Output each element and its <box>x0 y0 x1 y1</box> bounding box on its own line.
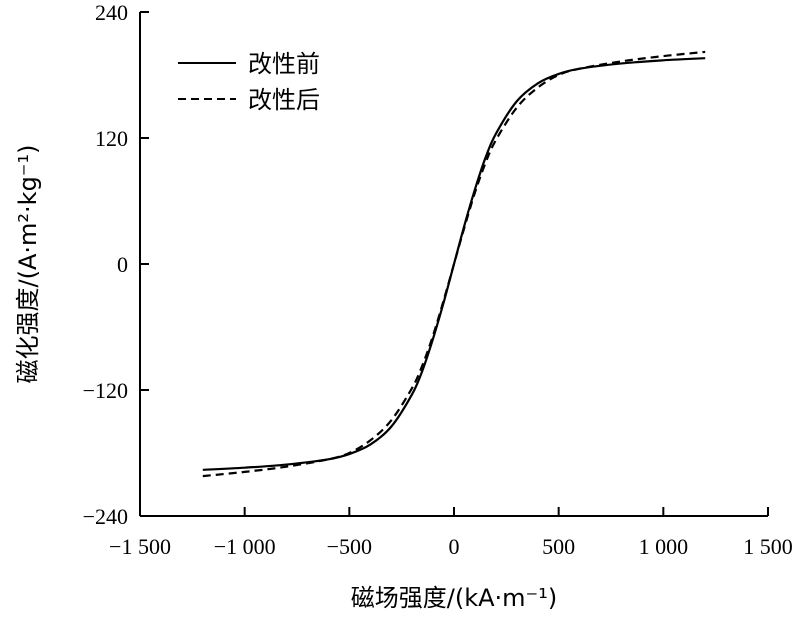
y-tick-label: −120 <box>83 378 128 403</box>
legend-label-before: 改性前 <box>248 50 320 78</box>
legend: 改性前 改性后 <box>178 50 320 114</box>
y-axis-title: 磁化强度/(A·m²·kg⁻¹) <box>14 145 42 384</box>
y-tick-label: 0 <box>117 252 128 277</box>
y-tick-label: 240 <box>95 0 128 25</box>
x-tick-label: 500 <box>542 534 575 559</box>
x-tick-label: 1 000 <box>639 534 689 559</box>
y-tick-label: −240 <box>83 504 128 529</box>
series-group <box>202 50 706 478</box>
x-tick-label: −1 500 <box>109 534 171 559</box>
legend-label-after: 改性后 <box>248 86 320 114</box>
x-tick-label: −1 000 <box>214 534 276 559</box>
x-tick-label: 0 <box>449 534 460 559</box>
x-tick-label: 1 500 <box>743 534 793 559</box>
series-line-after <box>202 50 706 478</box>
y-ticks: −240 −120 0 120 240 <box>83 0 149 529</box>
x-tick-label: −500 <box>327 534 372 559</box>
x-axis-title: 磁场强度/(kA·m⁻¹) <box>351 584 557 612</box>
x-ticks: −1 500 −1 000 −500 0 500 1 000 1 500 <box>109 507 793 559</box>
y-tick-label: 120 <box>95 126 128 151</box>
